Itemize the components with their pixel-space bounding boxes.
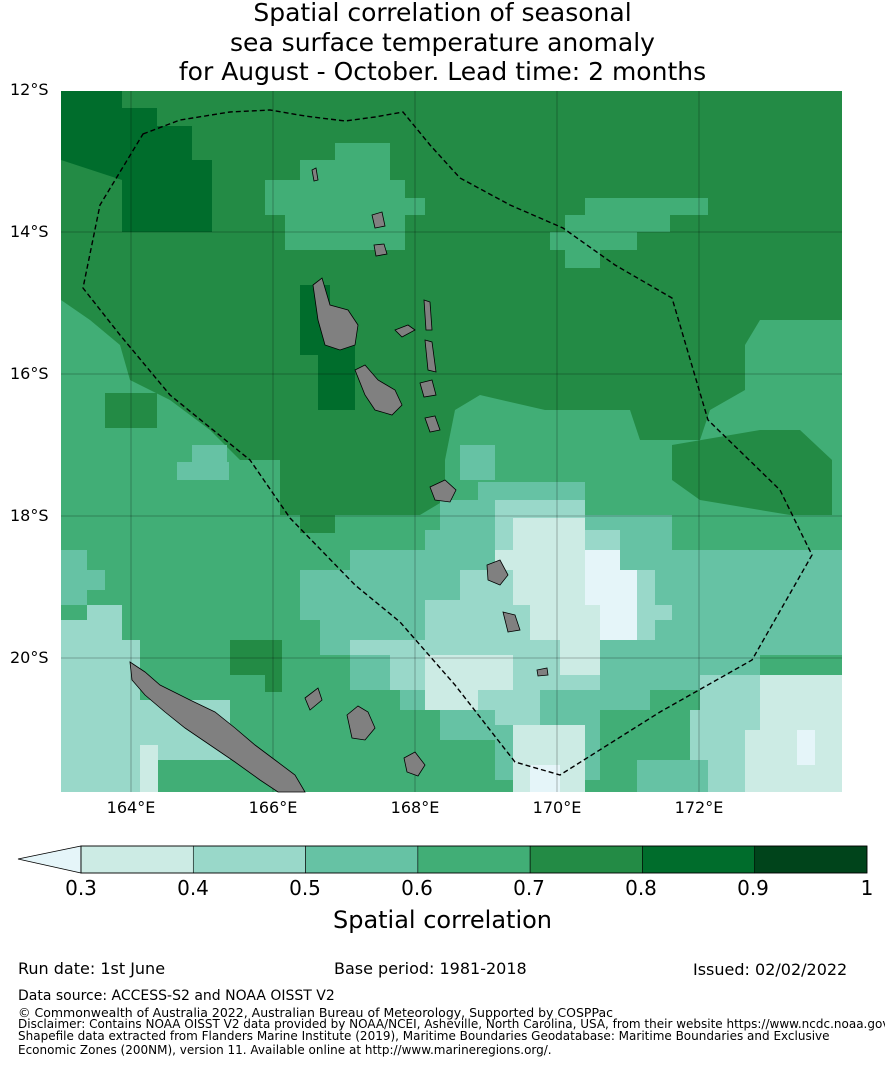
colorbar-under-arrow bbox=[17, 845, 82, 874]
colorbar-tick-0.6: 0.6 bbox=[401, 876, 433, 900]
lat-label-20S: 20°S bbox=[10, 648, 49, 667]
colorbar-segment-0.5 bbox=[305, 845, 419, 874]
correlation-field bbox=[61, 91, 842, 792]
island-erromango bbox=[486, 559, 509, 586]
lon-label-170E: 170°E bbox=[532, 798, 582, 817]
map-gridlines bbox=[61, 91, 842, 792]
corr-region-0.3-se bbox=[745, 675, 842, 792]
corr-region-0.6-north bbox=[265, 143, 425, 250]
island-banks-2 bbox=[373, 243, 388, 257]
run-date: Run date: 1st June bbox=[18, 959, 166, 978]
corr-region-0.4-sw bbox=[61, 605, 230, 792]
island-pentecost bbox=[424, 339, 437, 373]
title-line-3: for August - October. Lead time: 2 month… bbox=[178, 57, 707, 86]
corr-cell-under-a bbox=[797, 730, 815, 765]
island-aneityum bbox=[536, 667, 549, 677]
data-source: Data source: ACCESS-S2 and NOAA OISST V2 bbox=[18, 988, 335, 1004]
corr-cell-0.5-b bbox=[192, 445, 227, 463]
corr-region-0.7-east bbox=[672, 430, 832, 515]
corr-region-0.5-bottom bbox=[637, 760, 708, 792]
island-espiritu-santo bbox=[312, 277, 359, 351]
island-efate bbox=[429, 479, 457, 503]
colorbar-tick-0.8: 0.8 bbox=[625, 876, 657, 900]
corr-region-0.5-sw bbox=[61, 550, 105, 605]
title-line-2: sea surface temperature anomaly bbox=[230, 27, 655, 57]
island-ambae bbox=[394, 324, 416, 338]
island-loyalty-1 bbox=[304, 687, 323, 711]
island-loyalty-3 bbox=[403, 751, 426, 777]
island-loyalty-2 bbox=[346, 705, 376, 741]
disclaimer-line-1: Disclaimer: Contains NOAA OISST V2 data … bbox=[18, 1017, 885, 1031]
island-epi bbox=[424, 415, 441, 433]
base-period: Base period: 1981-2018 bbox=[334, 959, 527, 978]
disclaimer-line-2: Shapefile data extracted from Flanders M… bbox=[18, 1029, 830, 1043]
colorbar-tick-0.5: 0.5 bbox=[289, 876, 321, 900]
lon-label-164E: 164°E bbox=[106, 798, 156, 817]
lon-label-168E: 168°E bbox=[390, 798, 440, 817]
lon-label-166E: 166°E bbox=[248, 798, 298, 817]
issued-date: Issued: 02/02/2022 bbox=[693, 960, 848, 979]
island-malekula bbox=[354, 364, 403, 416]
corr-region-0.5-east bbox=[760, 550, 842, 600]
title-line-1: Spatial correlation of seasonal bbox=[253, 0, 632, 27]
colorbar-segment-0.3 bbox=[80, 845, 194, 874]
corr-cell-under-b bbox=[530, 765, 560, 792]
island-ambrym bbox=[419, 379, 437, 398]
corr-region-under bbox=[585, 550, 637, 640]
colorbar-segment-0.7 bbox=[529, 845, 643, 874]
colorbar-segment-0.9 bbox=[754, 845, 868, 874]
colorbar bbox=[17, 845, 868, 874]
colorbar-segment-0.6 bbox=[417, 845, 531, 874]
colorbar-tick-0.7: 0.7 bbox=[513, 876, 545, 900]
land-masses bbox=[129, 167, 549, 793]
eez-boundary bbox=[82, 109, 813, 776]
corr-region-0.8-south bbox=[300, 285, 355, 410]
corr-cell-0.5-c bbox=[460, 445, 495, 480]
corr-region-0.7-island bbox=[230, 640, 282, 692]
lat-label-16S: 16°S bbox=[10, 364, 49, 383]
island-new-caledonia bbox=[129, 661, 306, 793]
corr-cell-0.7-b bbox=[300, 515, 335, 533]
copyright: © Commonwealth of Australia 2022, Austra… bbox=[18, 1005, 613, 1020]
island-tanna bbox=[502, 611, 521, 633]
island-banks-1 bbox=[371, 211, 386, 229]
map-panel bbox=[61, 91, 842, 793]
corr-cell-0.3-sw bbox=[140, 745, 158, 792]
chart-title: Spatial correlation of seasonal sea surf… bbox=[0, 0, 885, 87]
colorbar-tick-0.3: 0.3 bbox=[65, 876, 97, 900]
colorbar-segment-0.4 bbox=[192, 845, 306, 874]
lat-label-14S: 14°S bbox=[10, 222, 49, 241]
lat-label-12S: 12°S bbox=[10, 80, 49, 99]
colorbar-tick-1: 1 bbox=[860, 876, 874, 900]
island-maewo bbox=[423, 299, 433, 331]
colorbar-tick-0.9: 0.9 bbox=[737, 876, 769, 900]
disclaimer-line-3: Economic Zones (200NM), version 11. Avai… bbox=[18, 1043, 552, 1057]
corr-region-0.3-south bbox=[425, 655, 513, 710]
corr-region-0.6-ne bbox=[550, 198, 708, 268]
colorbar-frame bbox=[80, 845, 868, 874]
corr-cell-0.7-a bbox=[105, 393, 157, 428]
corr-cell-0.5-a bbox=[177, 462, 229, 480]
corr-region-0.8 bbox=[61, 91, 212, 232]
lon-label-172E: 172°E bbox=[674, 798, 724, 817]
colorbar-tick-0.4: 0.4 bbox=[177, 876, 209, 900]
colorbar-label: Spatial correlation bbox=[332, 906, 553, 934]
corr-region-0.7 bbox=[61, 91, 842, 515]
colorbar-segment-0.8 bbox=[642, 845, 756, 874]
lat-label-18S: 18°S bbox=[10, 506, 49, 525]
island-torres bbox=[311, 167, 319, 182]
